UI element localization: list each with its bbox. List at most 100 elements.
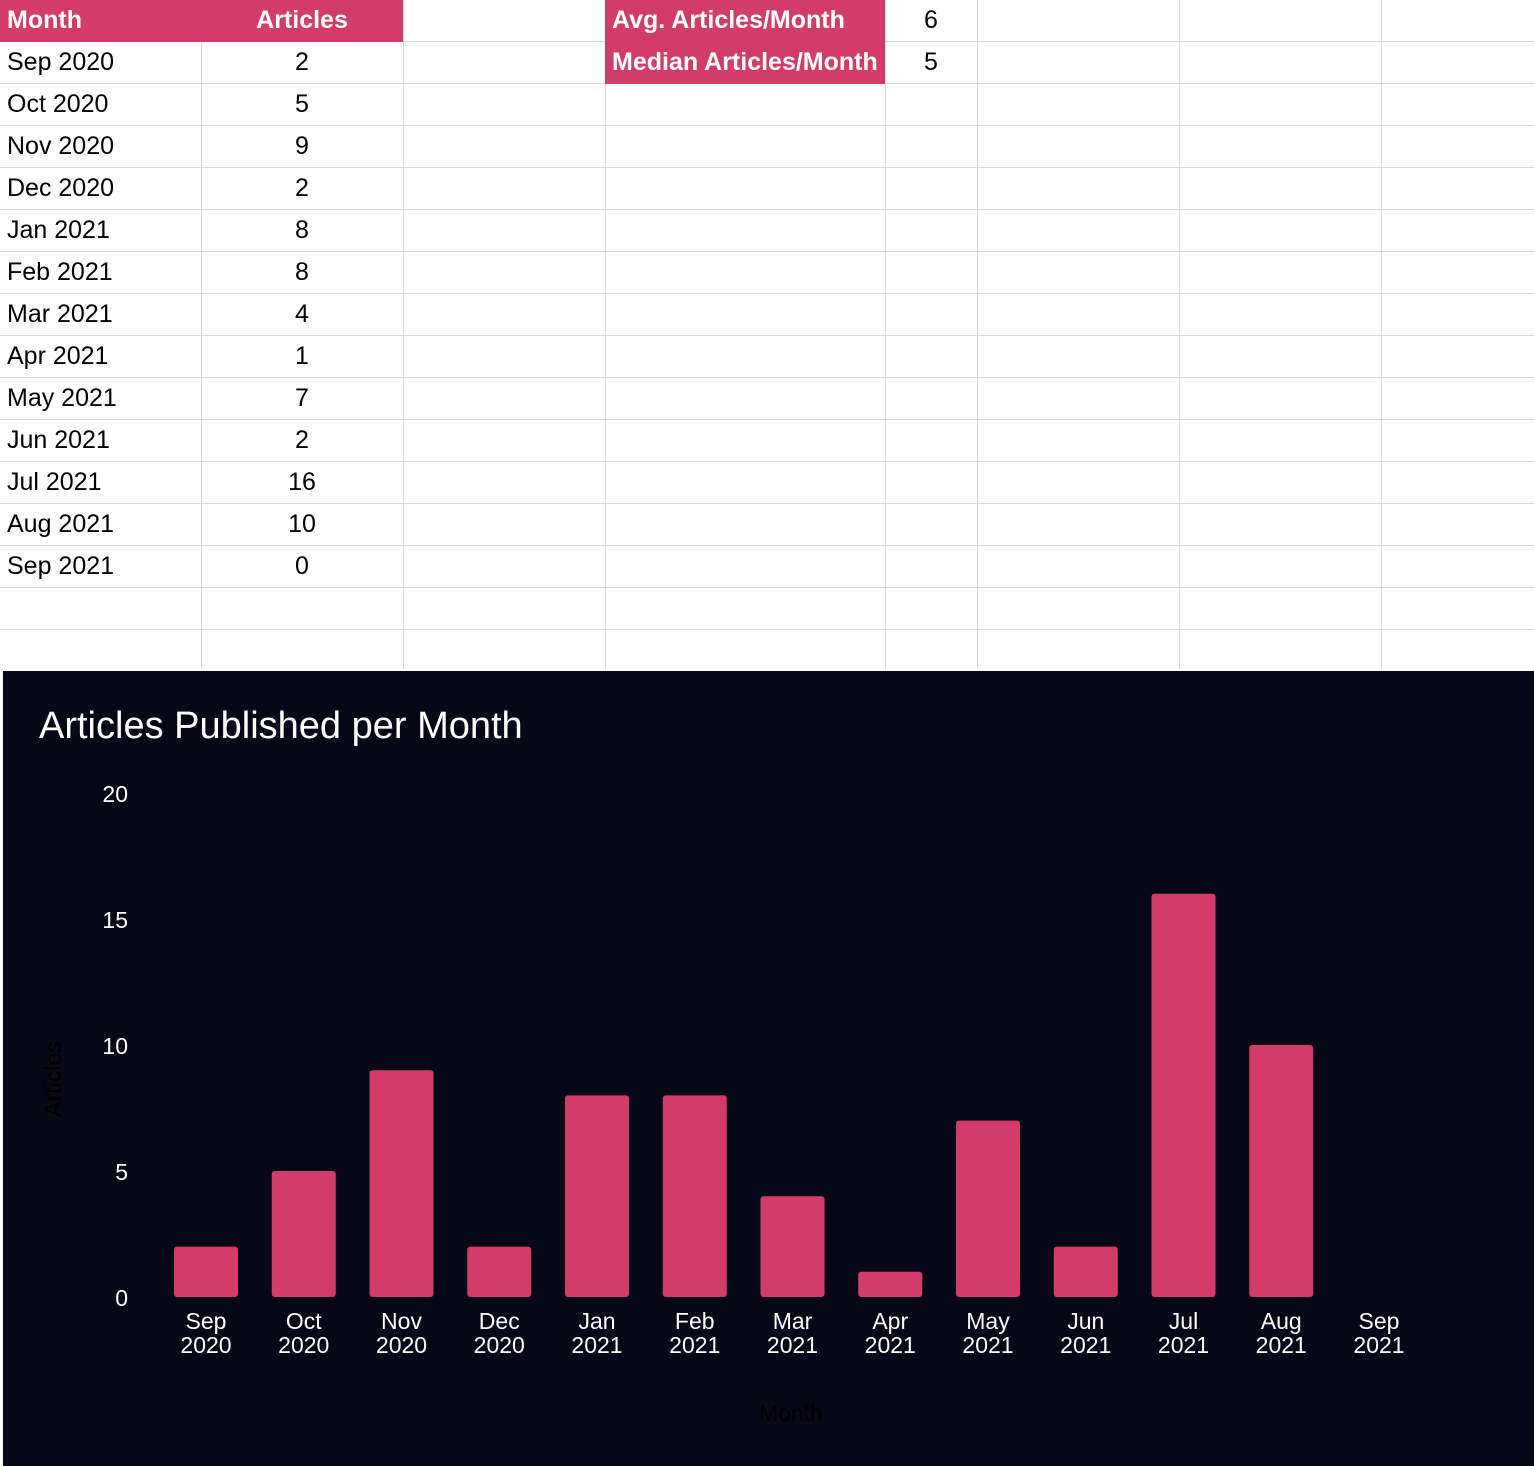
x-tick-label: Mar — [773, 1308, 813, 1334]
table-cell-month[interactable]: Sep 2020 — [7, 48, 115, 76]
table-cell-articles[interactable]: 2 — [295, 48, 309, 76]
table-cell-articles[interactable]: 4 — [295, 300, 309, 328]
table-cell-articles[interactable]: 8 — [295, 216, 309, 244]
table-cell-articles[interactable]: 2 — [295, 426, 309, 454]
x-axis-title: Month — [759, 1400, 823, 1426]
y-tick-label: 0 — [115, 1285, 128, 1311]
grid-hline — [0, 125, 1534, 126]
bar[interactable] — [956, 1120, 1020, 1297]
grid-hline — [0, 293, 1534, 294]
table-cell-articles[interactable]: 8 — [295, 258, 309, 286]
chart-title: Articles Published per Month — [39, 705, 523, 747]
x-tick-label: Jun — [1067, 1308, 1104, 1334]
table-cell-month[interactable]: May 2021 — [7, 384, 117, 412]
x-tick-label: Sep — [186, 1308, 227, 1334]
grid-hline — [0, 335, 1534, 336]
y-axis-title: Articles — [40, 1041, 66, 1116]
table-cell-month[interactable]: Feb 2021 — [7, 258, 113, 286]
stat-label-median[interactable]: Median Articles/Month — [605, 42, 885, 84]
x-tick-label: Feb — [675, 1308, 715, 1334]
x-tick-label: 2021 — [571, 1332, 622, 1358]
bar[interactable] — [174, 1246, 238, 1297]
y-tick-label: 15 — [102, 907, 128, 933]
x-tick-label: Aug — [1261, 1308, 1302, 1334]
header-articles[interactable]: Articles — [201, 0, 403, 42]
bar[interactable] — [760, 1196, 825, 1297]
x-tick-label: 2021 — [1060, 1332, 1111, 1358]
table-cell-month[interactable]: Jul 2021 — [7, 468, 102, 496]
table-cell-month[interactable]: Sep 2021 — [7, 552, 115, 580]
table-cell-month[interactable]: Jun 2021 — [7, 426, 110, 454]
x-tick-label: 2021 — [865, 1332, 916, 1358]
header-month[interactable]: Month — [0, 0, 201, 42]
x-tick-label: 2021 — [767, 1332, 818, 1358]
grid-hline — [0, 419, 1534, 420]
bar[interactable] — [467, 1246, 532, 1297]
grid-vline — [201, 0, 202, 669]
x-tick-label: Nov — [381, 1308, 422, 1334]
grid-hline — [0, 251, 1534, 252]
grid-hline — [0, 167, 1534, 168]
x-tick-label: Apr — [872, 1308, 908, 1334]
bar[interactable] — [1249, 1045, 1314, 1297]
grid-hline — [0, 461, 1534, 462]
stat-value-avg[interactable]: 6 — [924, 6, 938, 34]
x-tick-label: Oct — [286, 1308, 322, 1334]
y-tick-label: 10 — [102, 1033, 128, 1059]
x-tick-label: 2021 — [1353, 1332, 1404, 1358]
bar[interactable] — [565, 1095, 629, 1297]
table-cell-articles[interactable]: 7 — [295, 384, 309, 412]
x-tick-label: 2021 — [1256, 1332, 1307, 1358]
table-cell-articles[interactable]: 5 — [295, 90, 309, 118]
x-tick-label: 2020 — [474, 1332, 525, 1358]
grid-hline — [0, 377, 1534, 378]
x-tick-label: 2021 — [669, 1332, 720, 1358]
table-cell-month[interactable]: Oct 2020 — [7, 90, 109, 118]
bar[interactable] — [1053, 1246, 1118, 1297]
table-cell-articles[interactable]: 16 — [288, 468, 316, 496]
grid-hline — [0, 587, 1534, 588]
table-cell-month[interactable]: Apr 2021 — [7, 342, 109, 370]
x-tick-label: Dec — [479, 1308, 520, 1334]
table-cell-articles[interactable]: 2 — [295, 174, 309, 202]
bar[interactable] — [271, 1171, 336, 1297]
table-cell-month[interactable]: Mar 2021 — [7, 300, 113, 328]
grid-vline — [605, 0, 606, 669]
grid-vline — [977, 0, 978, 669]
bar-chart[interactable]: Articles Published per Month 0 5 10 15 20 Sep… — [3, 671, 1534, 1466]
bar[interactable] — [369, 1070, 434, 1297]
table-cell-articles[interactable]: 1 — [295, 342, 309, 370]
x-tick-label: 2020 — [376, 1332, 427, 1358]
x-tick-label: Jan — [578, 1308, 615, 1334]
x-tick-label: Sep — [1359, 1308, 1400, 1334]
grid-vline — [1179, 0, 1180, 669]
table-cell-month[interactable]: Aug 2021 — [7, 510, 115, 538]
grid-vline — [1381, 0, 1382, 669]
bar[interactable] — [662, 1095, 727, 1297]
chart-plot: 05101520Sep2020Oct2020Nov2020Dec2020Jan2… — [40, 781, 1405, 1426]
stat-value-median[interactable]: 5 — [924, 48, 938, 76]
x-tick-label: 2021 — [1158, 1332, 1209, 1358]
table-cell-month[interactable]: Jan 2021 — [7, 216, 110, 244]
stat-label-avg[interactable]: Avg. Articles/Month — [605, 0, 885, 42]
grid-vline — [403, 0, 404, 669]
x-tick-label: 2020 — [180, 1332, 231, 1358]
table-cell-articles[interactable]: 9 — [295, 132, 309, 160]
bar[interactable] — [1151, 893, 1216, 1297]
x-tick-label: May — [966, 1308, 1010, 1334]
y-tick-label: 20 — [102, 781, 128, 807]
x-tick-label: 2021 — [962, 1332, 1013, 1358]
x-tick-label: 2020 — [278, 1332, 329, 1358]
grid-hline — [0, 629, 1534, 630]
table-cell-articles[interactable]: 0 — [295, 552, 309, 580]
y-tick-label: 5 — [115, 1159, 128, 1185]
grid-hline — [0, 545, 1534, 546]
grid-hline — [0, 209, 1534, 210]
table-cell-articles[interactable]: 10 — [288, 510, 316, 538]
bar[interactable] — [858, 1271, 923, 1297]
x-tick-label: Jul — [1169, 1308, 1198, 1334]
table-cell-month[interactable]: Dec 2020 — [7, 174, 115, 202]
table-cell-month[interactable]: Nov 2020 — [7, 132, 115, 160]
spreadsheet-grid: Month Articles Sep 2020 2 Oct 2020 5 Nov 202… — [0, 0, 1534, 669]
grid-hline — [0, 503, 1534, 504]
